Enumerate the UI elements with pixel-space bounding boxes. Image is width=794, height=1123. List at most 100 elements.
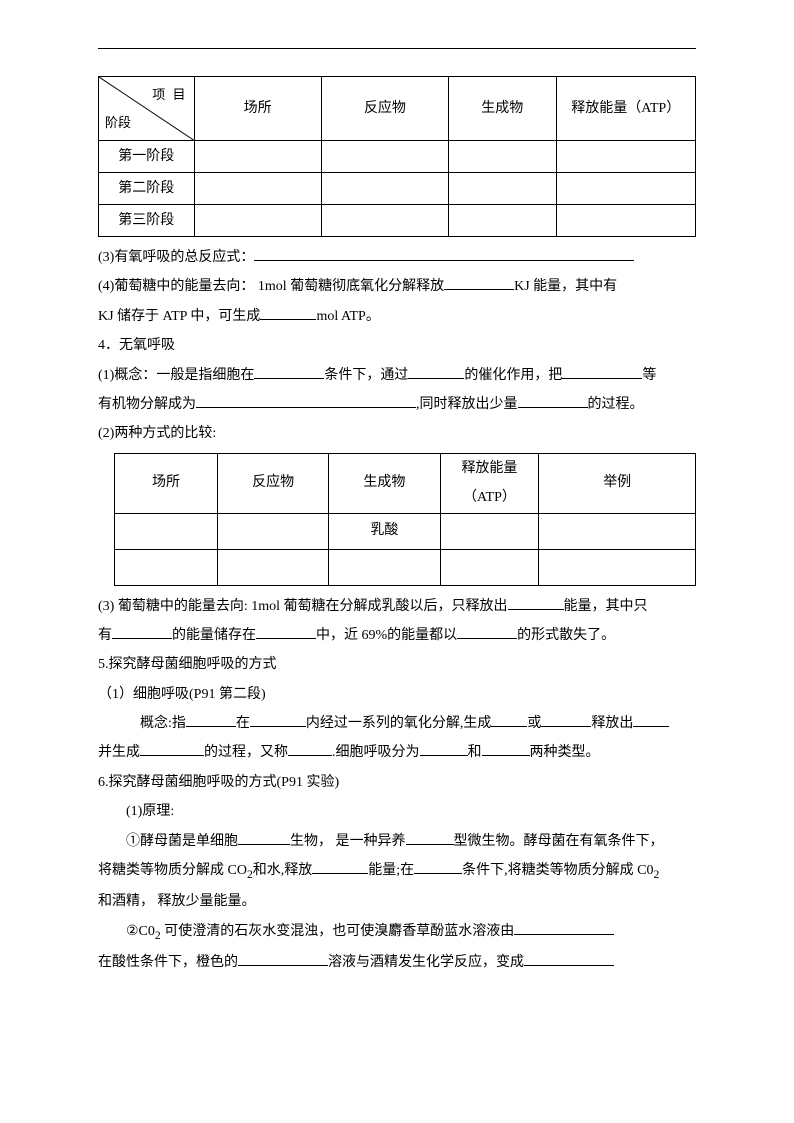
text: (3) 葡萄糖中的能量去向: 1mol 葡萄糖在分解成乳酸以后，只释放出 <box>98 599 508 614</box>
fill-blank <box>140 741 204 756</box>
fill-blank <box>254 246 634 261</box>
text: 并生成 <box>98 745 140 760</box>
text: 中，近 69%的能量都以 <box>316 628 457 643</box>
fill-blank <box>514 919 614 934</box>
text: 释放出 <box>591 716 633 731</box>
text: (1)概念：一般是指细胞在 <box>98 368 254 383</box>
text: 在酸性条件下，橙色的 <box>98 955 238 970</box>
text-line: (2)两种方式的比较: <box>98 419 696 448</box>
stage-table: 项 目 阶段 场所 反应物 生成物 释放能量（ATP） 第一阶段 第二阶段 第三… <box>98 76 696 237</box>
fill-blank <box>238 951 328 966</box>
text: ,同时释放出少量 <box>416 397 518 412</box>
text-line: (1)概念：一般是指细胞在条件下，通过的催化作用，把等 <box>98 361 696 390</box>
text: 的能量储存在 <box>172 628 256 643</box>
text: 内经过一系列的氧化分解,生成 <box>306 716 492 731</box>
fill-blank <box>518 393 588 408</box>
col-header: 反应物 <box>321 77 448 141</box>
fill-blank <box>256 624 316 639</box>
text-line: （1）细胞呼吸(P91 第二段) <box>98 680 696 709</box>
text: 的过程。 <box>588 397 644 412</box>
text: 的催化作用，把 <box>464 368 562 383</box>
text: 能量;在 <box>368 863 414 878</box>
fill-blank <box>112 624 172 639</box>
diag-bottom-label: 阶段 <box>105 109 131 136</box>
fill-blank <box>196 393 416 408</box>
text: 两种类型。 <box>530 745 600 760</box>
text: 溶液与酒精发生化学反应，变成 <box>328 955 524 970</box>
text-line: 和酒精， 释放少量能量。 <box>98 887 696 916</box>
col-header: 释放能量（ATP） <box>440 453 539 513</box>
diagonal-header-cell: 项 目 阶段 <box>99 77 195 141</box>
row-label: 第二阶段 <box>99 173 195 205</box>
fill-blank <box>288 741 332 756</box>
fill-blank <box>524 951 614 966</box>
col-header: 生成物 <box>329 453 440 513</box>
text-line: 有机物分解成为 ,同时释放出少量 的过程。 <box>98 390 696 419</box>
text-line: KJ 储存于 ATP 中，可生成 mol ATP。 <box>98 302 696 331</box>
fill-blank <box>186 712 236 727</box>
text: 概念:指 <box>140 716 186 731</box>
text: KJ 能量，其中有 <box>514 279 617 294</box>
text-line: 并生成 的过程，又称 .细胞呼吸分为 和 两种类型。 <box>98 738 696 767</box>
fill-blank <box>444 275 514 290</box>
text-line: ②C02 可使澄清的石灰水变混浊，也可使溴麝香草酚蓝水溶液由 <box>98 917 696 948</box>
text: (3)有氧呼吸的总反应式： <box>98 250 254 265</box>
text: 能量，其中只 <box>564 599 648 614</box>
text: 和水,释放 <box>253 863 313 878</box>
text: 和 <box>468 745 482 760</box>
row-label: 第一阶段 <box>99 141 195 173</box>
text: 型微生物。酵母菌在有氧条件下， <box>454 834 664 849</box>
fill-blank <box>250 712 306 727</box>
table-cell: 乳酸 <box>329 513 440 549</box>
text-line: 将糖类等物质分解成 CO2和水,释放能量;在条件下,将糖类等物质分解成 C02 <box>98 856 696 887</box>
section-heading: 5.探究酵母菌细胞呼吸的方式 <box>98 650 696 679</box>
text-line: 在酸性条件下，橙色的 溶液与酒精发生化学反应，变成 <box>98 948 696 977</box>
text-line: 有的能量储存在中，近 69%的能量都以的形式散失了。 <box>98 621 696 650</box>
text: 的过程，又称 <box>204 745 288 760</box>
fill-blank <box>633 712 669 727</box>
text: 生物， 是一种异养 <box>290 834 406 849</box>
fill-blank <box>491 712 527 727</box>
text-line: (4)葡萄糖中的能量去向： 1mol 葡萄糖彻底氧化分解释放 KJ 能量，其中有 <box>98 272 696 301</box>
fill-blank <box>238 829 290 844</box>
fill-blank <box>406 829 454 844</box>
col-header: 生成物 <box>449 77 556 141</box>
subscript: 2 <box>654 868 660 881</box>
col-header: 场所 <box>194 77 321 141</box>
text: ①酵母菌是单细胞 <box>126 834 238 849</box>
fill-blank <box>508 594 564 609</box>
text: mol ATP。 <box>316 309 379 324</box>
comparison-table: 场所 反应物 生成物 释放能量（ATP） 举例 乳酸 <box>114 453 696 586</box>
fill-blank <box>312 859 368 874</box>
text-line: (3)有氧呼吸的总反应式： <box>98 243 696 272</box>
text: (4)葡萄糖中的能量去向： 1mol 葡萄糖彻底氧化分解释放 <box>98 279 444 294</box>
text: 或 <box>527 716 541 731</box>
fill-blank <box>254 363 324 378</box>
fill-blank <box>420 741 468 756</box>
section-heading: 4．无氧呼吸 <box>98 331 696 360</box>
text: 在 <box>236 716 250 731</box>
text: 条件下,将糖类等物质分解成 C0 <box>462 863 653 878</box>
diag-top-label: 项 目 <box>152 81 187 108</box>
text-line: 概念:指 在 内经过一系列的氧化分解,生成 或 释放出 <box>98 709 696 738</box>
text: 将糖类等物质分解成 CO <box>98 863 247 878</box>
col-header: 反应物 <box>218 453 329 513</box>
fill-blank <box>260 304 316 319</box>
text-line: (1)原理: <box>98 797 696 826</box>
fill-blank <box>457 624 517 639</box>
fill-blank <box>482 741 530 756</box>
top-rule <box>98 48 696 49</box>
fill-blank <box>414 859 462 874</box>
section-heading: 6.探究酵母菌细胞呼吸的方式(P91 实验) <box>98 768 696 797</box>
text: .细胞呼吸分为 <box>332 745 420 760</box>
row-label: 第三阶段 <box>99 205 195 237</box>
text: 的形式散失了。 <box>517 628 615 643</box>
col-header: 举例 <box>539 453 696 513</box>
text-line: (3) 葡萄糖中的能量去向: 1mol 葡萄糖在分解成乳酸以后，只释放出 能量，其… <box>98 592 696 621</box>
text: 可使澄清的石灰水变混浊，也可使溴麝香草酚蓝水溶液由 <box>161 924 515 939</box>
fill-blank <box>541 712 591 727</box>
text: KJ 储存于 ATP 中，可生成 <box>98 309 260 324</box>
col-header: 场所 <box>115 453 218 513</box>
text: 等 <box>642 368 656 383</box>
text: 有机物分解成为 <box>98 397 196 412</box>
